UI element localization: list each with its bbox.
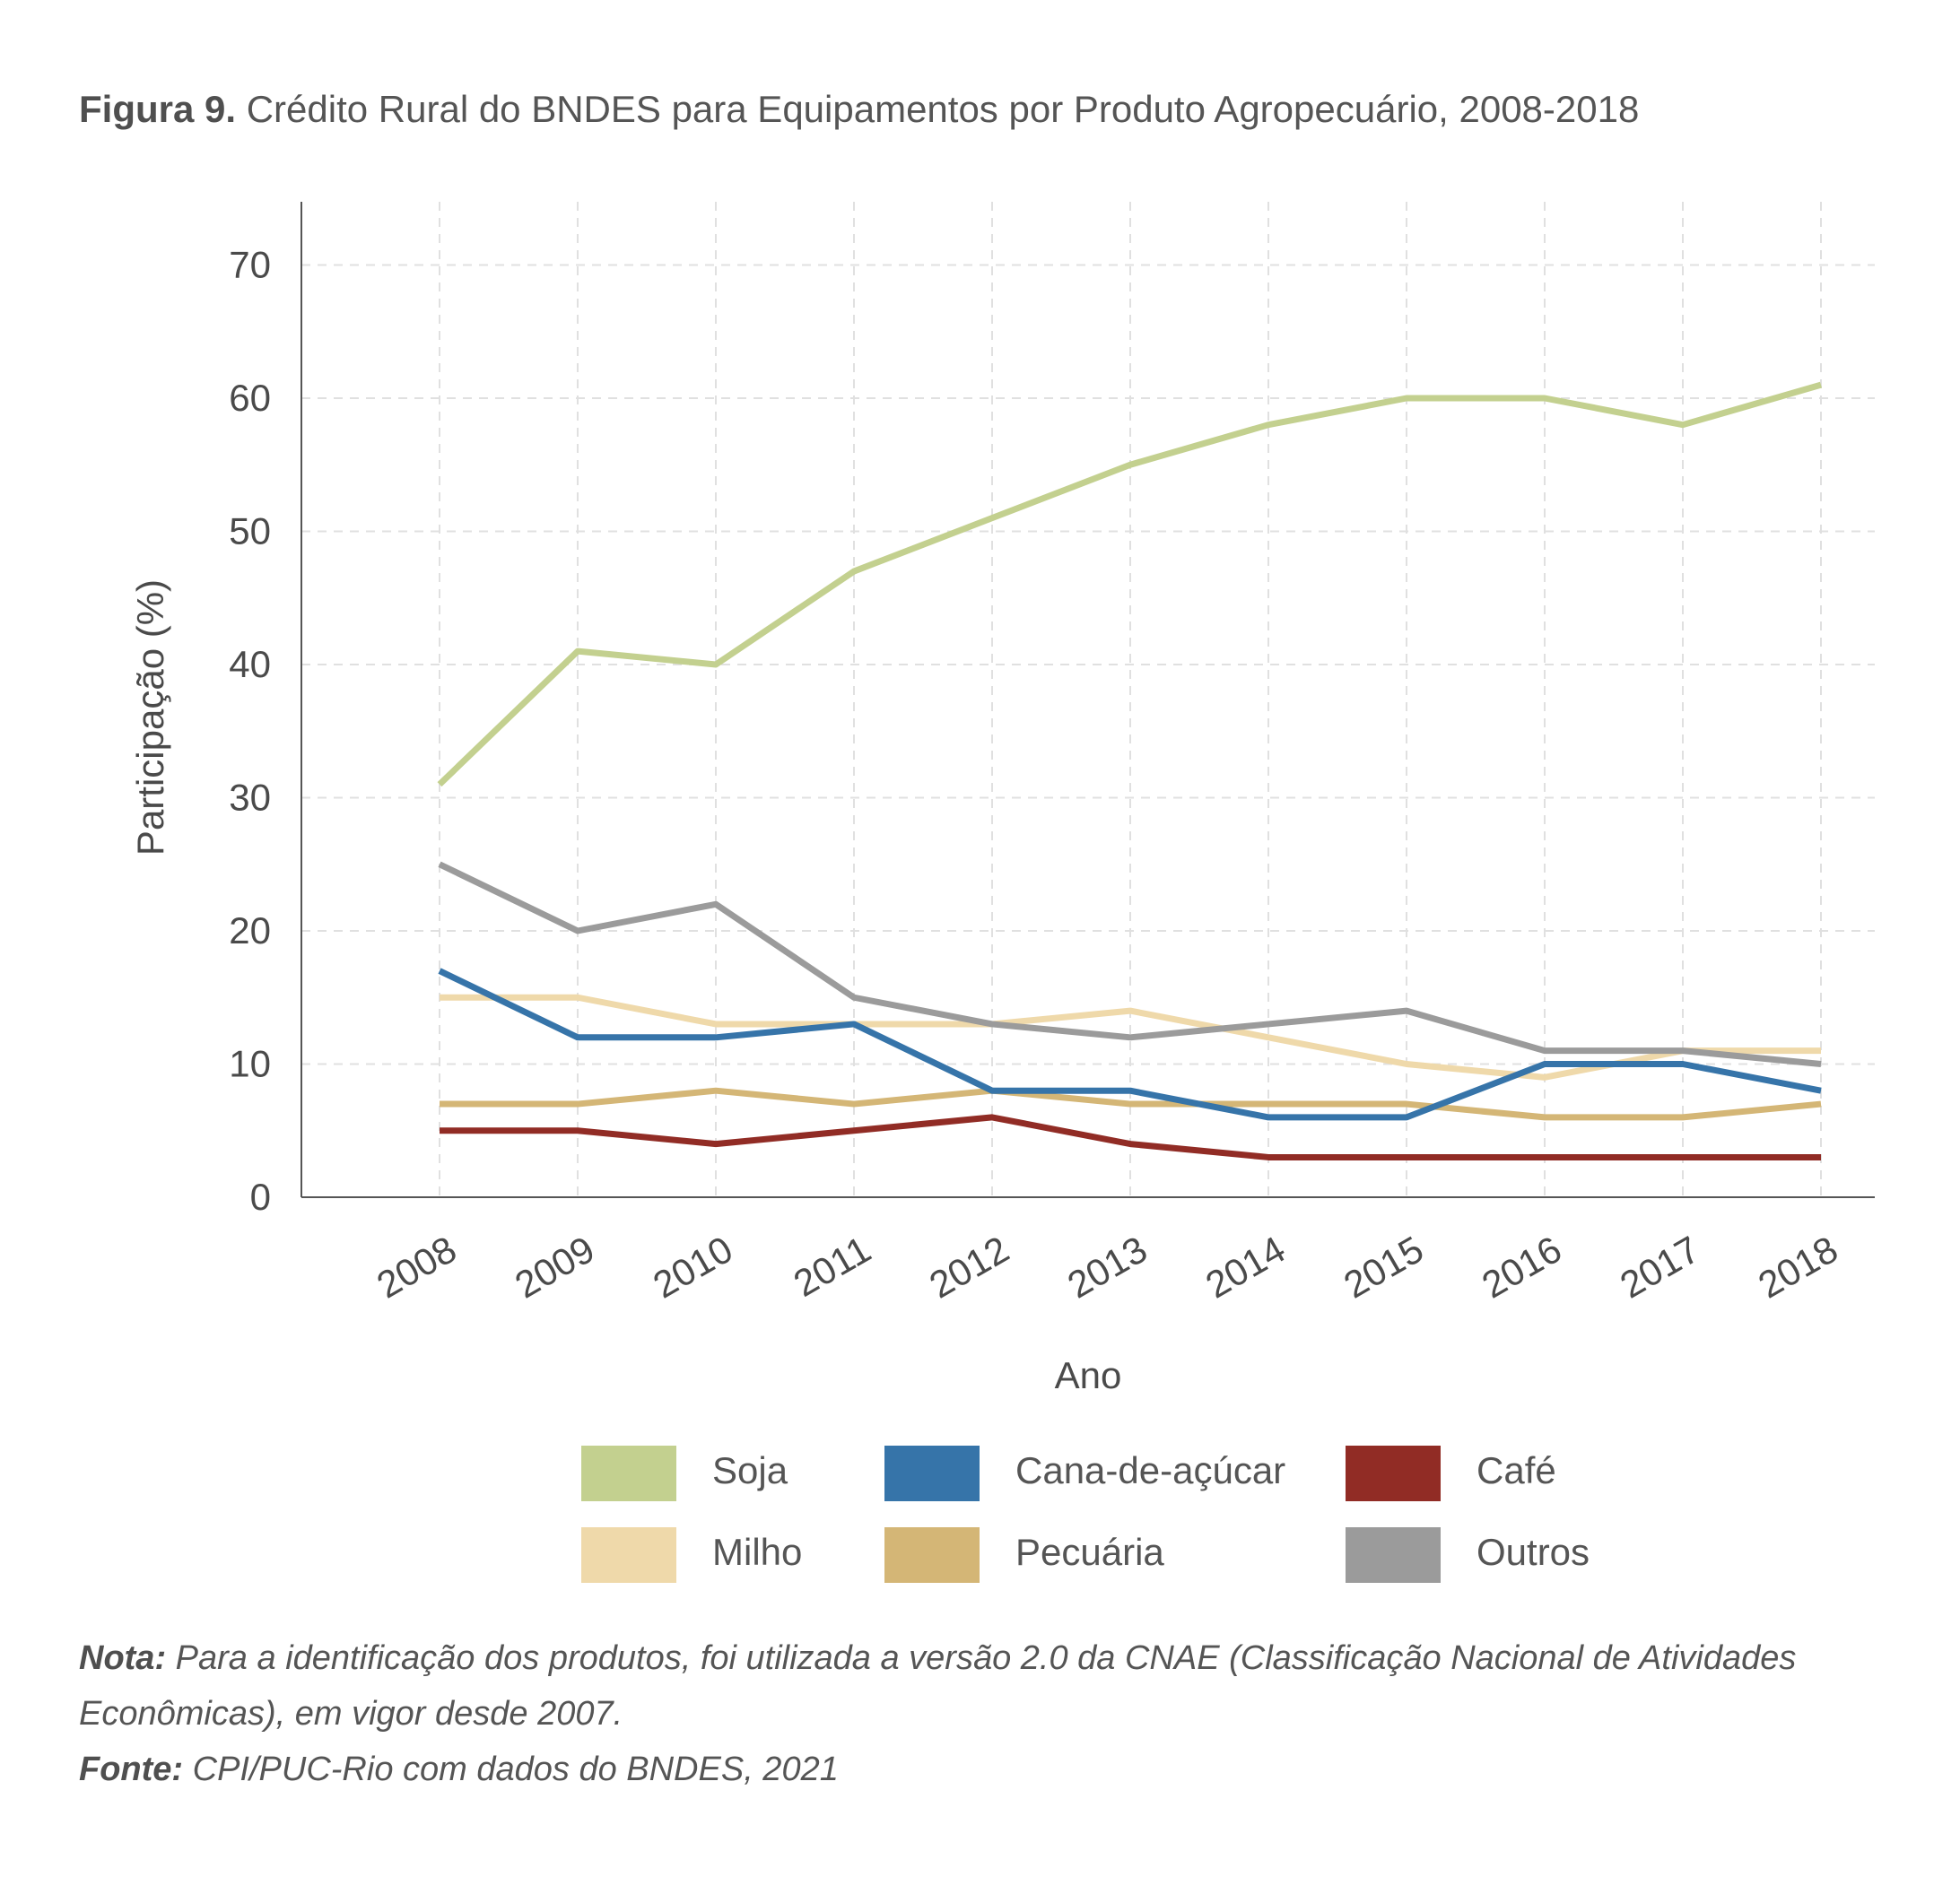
x-tick-label: 2010 [646, 1228, 739, 1306]
fonte-label: Fonte: [79, 1751, 184, 1788]
x-tick-label: 2017 [1613, 1228, 1706, 1306]
nota-label: Nota: [79, 1639, 167, 1677]
figure-title-text: Crédito Rural do BNDES para Equipamentos… [246, 88, 1640, 130]
labels-layer: 0 10 20 30 40 50 60 70 2008 2009 2010 2011 2012 2013 2… [129, 244, 1845, 1397]
legend-swatch [1346, 1446, 1441, 1501]
x-tick-label: 2009 [508, 1228, 601, 1306]
nota-text: Para a identificação dos produtos, foi u… [79, 1639, 1797, 1733]
line-chart: 0 10 20 30 40 50 60 70 2008 2009 2010 2011 2012 2013 2… [129, 202, 1875, 1397]
legend-label: Outros [1477, 1531, 1590, 1573]
legend-swatch [884, 1527, 980, 1583]
grid-layer [301, 202, 1875, 1197]
legend-label: Café [1477, 1449, 1556, 1491]
x-axis-title: Ano [1055, 1354, 1122, 1396]
y-tick-label: 30 [229, 777, 271, 819]
y-tick-label: 40 [229, 643, 271, 685]
notes: Nota: Para a identificação dos produtos,… [79, 1630, 1927, 1797]
series-line-outros [438, 861, 1822, 1067]
legend-label: Soja [712, 1449, 788, 1491]
x-tick-label: 2013 [1060, 1228, 1154, 1306]
legend-swatch [581, 1446, 676, 1501]
figure-title: Figura 9. Crédito Rural do BNDES para Eq… [79, 88, 1639, 131]
nota-line: Nota: Para a identificação dos produtos,… [79, 1630, 1927, 1742]
series-line-soja [437, 381, 1822, 787]
series-line-pecuaria [440, 1087, 1822, 1121]
legend-swatch [884, 1446, 980, 1501]
y-tick-label: 50 [229, 510, 271, 552]
x-tick-label: 2015 [1337, 1228, 1430, 1306]
x-tick-label: 2014 [1198, 1228, 1292, 1306]
legend-label: Milho [712, 1531, 803, 1573]
y-axis-title: Participação (%) [129, 579, 171, 856]
y-tick-label: 60 [229, 377, 271, 419]
fonte-text: CPI/PUC-Rio com dados do BNDES, 2021 [192, 1751, 839, 1788]
x-tick-label: 2008 [370, 1228, 463, 1306]
figure-label: Figura 9. [79, 88, 237, 130]
y-tick-label: 20 [229, 909, 271, 952]
fonte-line: Fonte: CPI/PUC-Rio com dados do BNDES, 2… [79, 1742, 1927, 1797]
y-tick-label: 0 [250, 1176, 271, 1218]
series-line-cana-de-acucar [438, 968, 1822, 1121]
legend-swatch [1346, 1527, 1441, 1583]
x-tick-label: 2016 [1475, 1228, 1568, 1306]
legend-label: Cana-de-açúcar [1015, 1449, 1286, 1491]
legend-swatch [581, 1527, 676, 1583]
x-tick-label: 2018 [1751, 1228, 1844, 1306]
series-layer [437, 381, 1822, 1160]
x-tick-label: 2012 [922, 1228, 1015, 1306]
y-tick-label: 10 [229, 1043, 271, 1085]
legend-label: Pecuária [1015, 1531, 1164, 1573]
x-tick-label: 2011 [787, 1228, 878, 1305]
y-tick-label: 70 [229, 244, 271, 286]
series-line-milho [440, 994, 1821, 1081]
axes-layer [301, 202, 1875, 1198]
series-line-cafe [440, 1114, 1821, 1160]
